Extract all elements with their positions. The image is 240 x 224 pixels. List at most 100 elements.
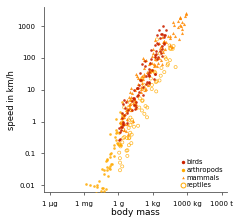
Point (130, 91, 134, 95)
Point (122, 115, 126, 118)
Point (150, 68, 154, 72)
Point (86, 210, 90, 214)
Point (114, 131, 118, 135)
Point (136, 86, 139, 90)
Point (176, 19, 180, 23)
Point (152, 78, 156, 81)
Point (178, 16, 182, 19)
Point (168, 44, 172, 47)
Point (168, 47, 172, 50)
Point (159, 74, 163, 78)
Point (164, 41, 168, 44)
Point (133, 103, 137, 106)
Point (135, 105, 138, 109)
Point (170, 45, 174, 48)
Point (88, 222, 92, 224)
Point (143, 86, 146, 90)
Point (163, 56, 167, 59)
Point (128, 98, 132, 101)
Point (121, 128, 125, 131)
Point (157, 41, 161, 45)
Point (127, 136, 131, 140)
Point (138, 83, 141, 86)
Point (108, 155, 112, 159)
Point (143, 88, 146, 92)
Point (148, 73, 151, 77)
Point (118, 138, 121, 141)
Point (118, 143, 121, 147)
Point (153, 72, 157, 75)
Point (136, 76, 140, 80)
Point (157, 56, 161, 59)
Point (172, 31, 175, 34)
Point (149, 48, 153, 52)
Point (118, 168, 122, 172)
Point (166, 62, 170, 66)
Point (133, 101, 137, 104)
Point (120, 119, 124, 123)
Point (105, 157, 109, 161)
Point (155, 41, 158, 45)
Point (119, 121, 123, 125)
Point (158, 79, 162, 82)
Point (172, 44, 175, 48)
Point (117, 138, 121, 142)
Point (168, 36, 172, 39)
Point (148, 70, 152, 74)
Point (118, 121, 122, 125)
Point (154, 80, 158, 84)
Point (162, 35, 166, 39)
Point (131, 119, 135, 122)
Point (158, 52, 162, 55)
Point (121, 124, 125, 127)
Point (138, 78, 142, 82)
Point (134, 100, 138, 103)
Point (84, 182, 88, 186)
Point (155, 38, 159, 41)
Y-axis label: speed in km/h: speed in km/h (7, 70, 16, 129)
Point (153, 72, 156, 76)
Point (155, 64, 159, 67)
Point (153, 57, 156, 61)
Point (119, 116, 123, 119)
Point (178, 23, 182, 27)
Point (120, 113, 124, 116)
Point (135, 86, 139, 89)
Point (164, 57, 168, 61)
Point (119, 125, 122, 128)
Point (161, 24, 165, 28)
Point (124, 100, 128, 103)
Point (156, 56, 160, 59)
Point (130, 118, 134, 122)
Point (159, 59, 163, 62)
Point (118, 156, 122, 160)
Point (128, 102, 132, 106)
Point (160, 62, 164, 66)
Point (124, 108, 128, 111)
Point (136, 82, 140, 86)
Point (151, 47, 155, 51)
Point (155, 58, 158, 61)
Point (108, 132, 112, 136)
Point (143, 65, 147, 68)
Point (86, 211, 90, 215)
Point (144, 82, 148, 86)
Point (134, 72, 138, 76)
Point (155, 57, 159, 60)
Point (92, 204, 96, 207)
Point (160, 66, 163, 70)
Point (112, 146, 116, 150)
Point (161, 40, 165, 43)
Point (108, 168, 112, 171)
Point (160, 44, 163, 48)
Point (145, 80, 149, 84)
Point (109, 162, 113, 166)
Point (130, 108, 134, 112)
Point (133, 99, 137, 103)
Point (122, 113, 126, 116)
Point (168, 34, 172, 38)
Point (156, 61, 160, 64)
Point (117, 126, 121, 129)
Point (117, 131, 121, 135)
Point (106, 158, 109, 161)
